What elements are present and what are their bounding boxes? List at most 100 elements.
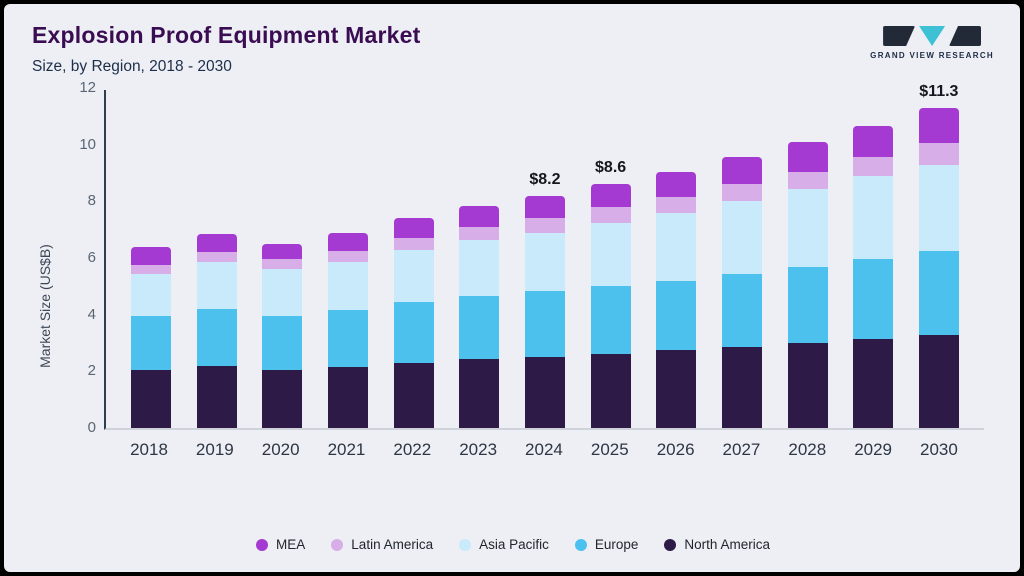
legend-item-asia-pacific[interactable]: Asia Pacific [459,537,549,552]
bar-segment-north-america-2018[interactable] [131,369,171,428]
bar-segment-europe-2021[interactable] [327,310,368,368]
bar-segment-north-america-2024[interactable] [524,357,565,428]
bar-segment-europe-2025[interactable] [590,286,631,355]
bar-segment-europe-2023[interactable] [459,296,500,359]
bar-segment-europe-2029[interactable] [853,259,894,339]
bar-segment-mea-2019[interactable] [196,233,237,253]
bar-slot-2030: $11.3 [908,83,970,428]
stacked-bar-2022[interactable] [393,218,434,428]
bar-segment-latin-america-2025[interactable] [590,207,631,223]
bar-segment-mea-2029[interactable] [853,126,894,158]
legend-dot-mea [256,538,269,551]
bar-segment-north-america-2028[interactable] [787,343,828,428]
legend-item-europe[interactable]: Europe [574,537,638,552]
bar-segment-latin-america-2020[interactable] [262,259,303,270]
legend-item-latin-america[interactable]: Latin America [331,537,433,552]
bar-segment-asia-pacific-2021[interactable] [327,262,368,311]
logo-text: GRAND VIEW RESEARCH [870,51,994,60]
bar-segment-latin-america-2018[interactable] [131,265,171,274]
bar-segment-asia-pacific-2029[interactable] [853,175,894,260]
x-tick-2027: 2027 [722,440,761,459]
stacked-bar-2029[interactable] [853,126,894,428]
stacked-bar-2021[interactable] [327,232,368,428]
bar-segment-europe-2019[interactable] [196,309,237,366]
stacked-bar-2024[interactable] [524,195,565,428]
bar-segment-europe-2028[interactable] [787,266,828,343]
stacked-bar-2018[interactable] [131,246,171,428]
bar-segment-north-america-2025[interactable] [590,354,631,428]
legend-label-asia-pacific: Asia Pacific [479,537,549,552]
bar-segment-asia-pacific-2027[interactable] [721,201,762,274]
bar-segment-europe-2030[interactable] [918,250,959,335]
bar-segment-europe-2026[interactable] [656,280,697,351]
stacked-bar-2025[interactable] [590,184,631,428]
bar-segment-north-america-2029[interactable] [853,338,894,428]
bar-segment-asia-pacific-2030[interactable] [918,164,959,251]
bar-segment-latin-america-2030[interactable] [918,143,959,165]
bar-segment-latin-america-2028[interactable] [787,171,828,189]
bar-segment-north-america-2022[interactable] [393,362,434,428]
bar-segment-latin-america-2026[interactable] [656,197,697,213]
stacked-bar-2019[interactable] [196,233,237,428]
bar-segment-mea-2024[interactable] [524,195,565,219]
stacked-bar-2020[interactable] [262,243,303,428]
page-subtitle: Size, by Region, 2018 - 2030 [32,58,232,75]
stacked-bar-2027[interactable] [721,157,762,428]
bar-segment-latin-america-2019[interactable] [196,252,237,263]
bar-segment-mea-2018[interactable] [131,246,171,266]
bar-segment-north-america-2021[interactable] [327,367,368,428]
bar-segment-asia-pacific-2019[interactable] [196,262,237,310]
y-axis-label: Market Size (US$B) [37,243,54,368]
bar-segment-north-america-2020[interactable] [262,369,303,428]
stacked-bar-2030[interactable] [918,107,959,428]
bar-segment-mea-2027[interactable] [721,157,762,185]
bar-segment-mea-2022[interactable] [393,218,434,239]
bar-segment-north-america-2026[interactable] [656,350,697,428]
bar-segment-north-america-2023[interactable] [459,358,500,428]
bar-segment-latin-america-2029[interactable] [853,157,894,176]
stacked-bar-2023[interactable] [459,205,500,428]
bar-segment-europe-2020[interactable] [262,316,303,370]
bar-segment-north-america-2030[interactable] [918,334,959,428]
bar-segment-asia-pacific-2022[interactable] [393,249,434,302]
bar-segment-latin-america-2022[interactable] [393,238,434,250]
legend-item-mea[interactable]: MEA [256,537,305,552]
stacked-bar-2028[interactable] [787,141,828,428]
legend-item-north-america[interactable]: North America [664,537,770,552]
bar-segment-north-america-2027[interactable] [721,347,762,428]
bar-segment-asia-pacific-2025[interactable] [590,222,631,287]
bar-segment-europe-2027[interactable] [721,273,762,348]
x-tick-2026: 2026 [656,440,695,459]
x-tick-2020: 2020 [261,440,300,459]
bar-segment-latin-america-2023[interactable] [459,226,500,240]
bar-segment-asia-pacific-2018[interactable] [131,273,171,317]
bar-segment-asia-pacific-2026[interactable] [656,212,697,281]
page-title: Explosion Proof Equipment Market [32,22,421,48]
bar-segment-asia-pacific-2028[interactable] [787,188,828,267]
bar-segment-north-america-2019[interactable] [196,365,237,428]
bar-segment-latin-america-2027[interactable] [721,184,762,202]
bar-segment-mea-2025[interactable] [590,184,631,208]
bar-segment-mea-2026[interactable] [656,171,697,198]
bar-segment-mea-2030[interactable] [918,107,959,144]
bar-segment-asia-pacific-2024[interactable] [524,232,565,291]
bar-segment-europe-2022[interactable] [393,301,434,363]
plot-area: 0 2 4 6 8 10 12 $8.2 $8.6 $11.3 [79,79,984,436]
bar-segment-europe-2018[interactable] [131,316,171,370]
bar-segment-mea-2020[interactable] [262,243,303,260]
bar-segment-latin-america-2024[interactable] [524,218,565,233]
bar-segment-mea-2021[interactable] [327,232,368,251]
legend-label-mea: MEA [276,537,306,552]
logo-shape-right [949,26,982,46]
bar-segment-asia-pacific-2020[interactable] [262,269,303,317]
bar-slot-2025: $8.6 [580,90,642,428]
bar-segment-europe-2024[interactable] [524,290,565,358]
legend-dot-europe [574,538,587,551]
bar-segment-latin-america-2021[interactable] [327,250,368,263]
bar-segment-mea-2023[interactable] [459,205,500,227]
bar-segment-asia-pacific-2023[interactable] [459,239,500,297]
x-tick-2023: 2023 [459,440,498,459]
y-tick-6: 6 [87,249,96,266]
bar-segment-mea-2028[interactable] [787,141,828,172]
stacked-bar-2026[interactable] [656,171,697,428]
